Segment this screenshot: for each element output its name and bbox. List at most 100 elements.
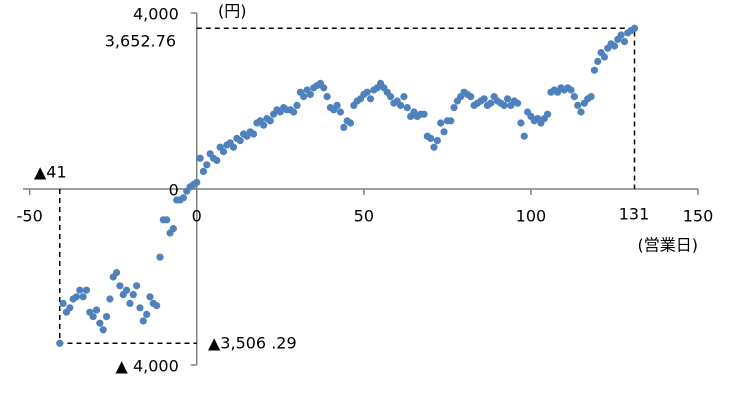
point [480, 95, 488, 103]
x-tick-label: 150 [683, 207, 714, 226]
point [594, 57, 602, 65]
point [249, 130, 258, 138]
point [106, 295, 114, 303]
point [427, 134, 435, 142]
point [320, 84, 328, 92]
point [112, 269, 121, 277]
point [143, 310, 151, 318]
point [574, 101, 582, 109]
point [467, 93, 475, 101]
guide-line [196, 27, 636, 189]
point [340, 123, 348, 131]
point [544, 110, 552, 118]
point [403, 104, 411, 112]
point [587, 93, 595, 101]
point [440, 128, 448, 136]
point [203, 161, 211, 169]
point [346, 119, 355, 127]
point [99, 326, 107, 334]
point [437, 119, 445, 127]
point [323, 93, 331, 101]
point [430, 143, 438, 151]
point [126, 299, 134, 307]
point [153, 302, 161, 310]
x-tick-label: 0 [192, 207, 202, 226]
point [96, 319, 104, 327]
x-unit: (営業日) [638, 236, 699, 255]
point [487, 99, 495, 107]
point [102, 313, 111, 321]
point [630, 24, 639, 32]
point [577, 108, 585, 116]
annotation: 3,652.76 [105, 32, 176, 51]
point [116, 282, 124, 290]
point [259, 121, 268, 129]
annotation: 131 [619, 205, 650, 224]
point [79, 293, 87, 301]
point [500, 101, 508, 109]
x-tick-label: -50 [17, 207, 43, 226]
x-tick-label: 50 [354, 207, 374, 226]
point [600, 53, 609, 61]
point [447, 117, 455, 125]
point [620, 38, 629, 46]
point [122, 286, 131, 294]
point [400, 93, 408, 101]
annotation: ▲41 [34, 163, 67, 182]
point [517, 119, 525, 127]
point [300, 93, 308, 101]
annotation: ▲3,506 .29 [208, 334, 297, 353]
point [59, 299, 67, 307]
point [570, 93, 578, 101]
point [236, 137, 244, 145]
point [89, 313, 97, 321]
point [139, 317, 147, 325]
point [293, 101, 301, 109]
point [82, 286, 91, 294]
point [66, 304, 74, 312]
point [336, 108, 345, 116]
point [179, 194, 187, 202]
point [433, 137, 441, 145]
point [163, 216, 171, 224]
y-tick-label: 4,000 [133, 5, 179, 24]
x-tick-label: 100 [516, 207, 547, 226]
y-tick-label: ▲ 4,000 [116, 357, 179, 376]
point [513, 99, 522, 107]
point [146, 293, 154, 301]
point [136, 304, 144, 312]
point [617, 31, 625, 39]
y-unit: (円) [218, 2, 247, 21]
point [169, 225, 177, 233]
point [290, 108, 298, 116]
point [133, 282, 141, 290]
point [72, 293, 81, 301]
point [590, 66, 599, 74]
point [567, 86, 575, 94]
point [333, 101, 341, 109]
point [363, 88, 371, 96]
point [219, 148, 228, 156]
guide-line [59, 189, 197, 345]
point [386, 93, 395, 101]
point [503, 95, 512, 103]
point [56, 339, 64, 347]
point [76, 286, 84, 294]
point [450, 104, 458, 112]
point [266, 117, 274, 125]
y-tick-label: 0 [169, 181, 179, 200]
point [129, 291, 137, 299]
point [520, 132, 528, 140]
point [92, 306, 101, 314]
point [199, 167, 208, 175]
point [196, 154, 204, 162]
point [420, 110, 428, 118]
point [610, 42, 619, 50]
point [366, 95, 375, 103]
point [229, 143, 238, 151]
point [213, 156, 221, 164]
point [156, 253, 164, 261]
point [193, 178, 201, 186]
